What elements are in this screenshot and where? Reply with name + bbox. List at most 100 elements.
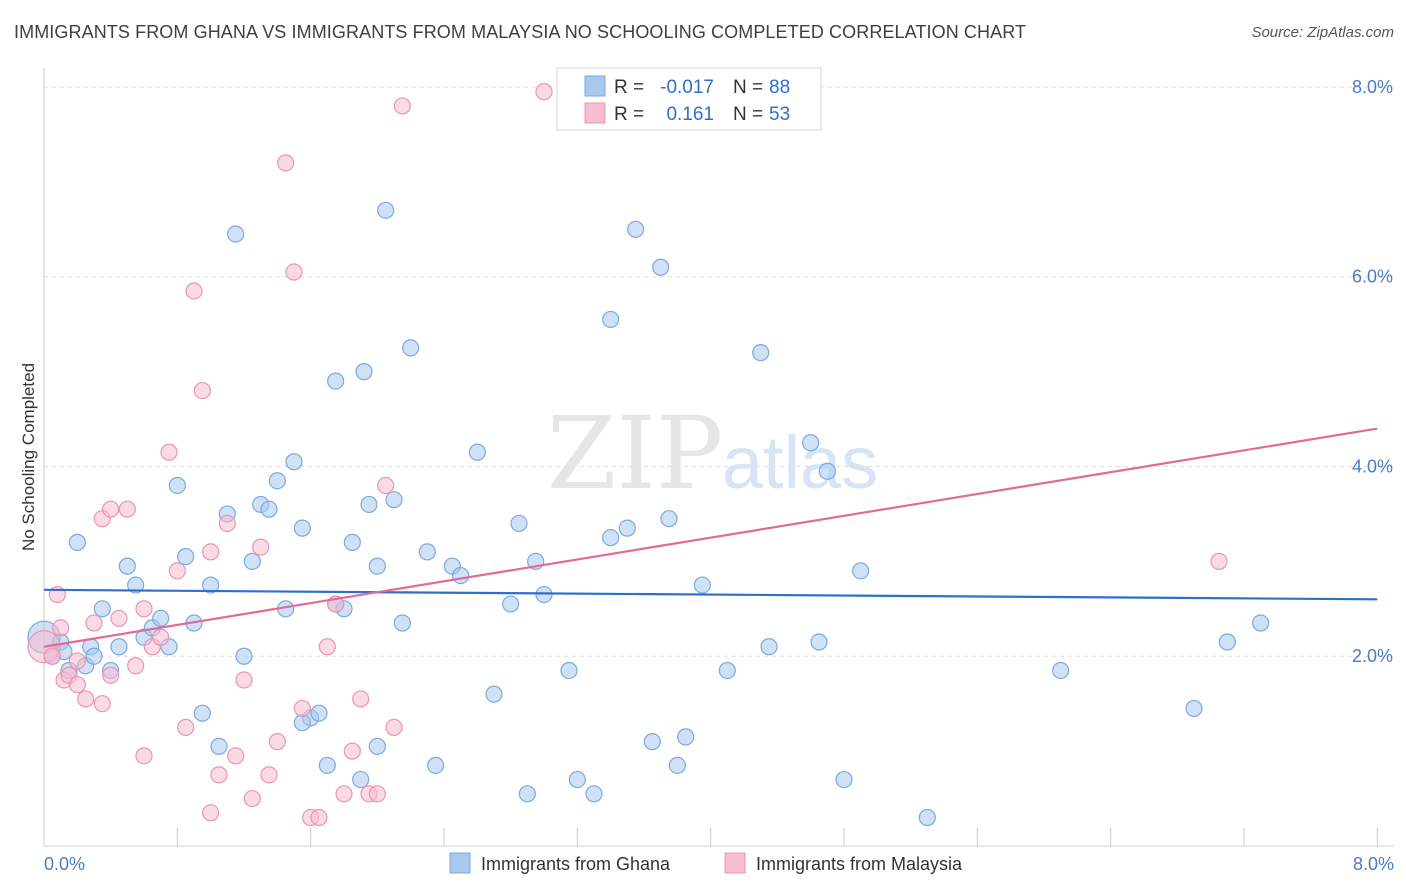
y-tick-label: 4.0%	[1352, 456, 1393, 476]
gridlines	[44, 86, 1394, 657]
malaysia-point	[52, 619, 70, 637]
series-legend: Immigrants from Ghana Immigrants from Ma…	[449, 852, 963, 874]
malaysia-point	[152, 628, 170, 646]
ghana-point	[602, 529, 620, 547]
ghana-point	[318, 756, 336, 774]
malaysia-point	[210, 766, 228, 784]
malaysia-point	[368, 785, 386, 803]
legend-ghana-swatch	[449, 852, 471, 874]
ghana-point	[693, 576, 711, 594]
ghana-point	[718, 661, 736, 680]
ghana-point	[585, 785, 603, 803]
malaysia-point	[243, 789, 261, 808]
ghana-point	[285, 453, 303, 471]
stats-legend-malaysia-r-label: R =	[614, 104, 644, 125]
malaysia-point	[68, 652, 86, 670]
malaysia-point	[127, 657, 145, 675]
malaysia-point	[85, 614, 103, 632]
ghana-point	[652, 258, 670, 276]
malaysia-point	[535, 83, 553, 101]
malaysia-point	[393, 97, 411, 115]
ghana-point	[293, 714, 311, 732]
ghana-point	[168, 476, 186, 495]
ghana-point	[93, 600, 111, 618]
legend-malaysia-swatch	[724, 852, 746, 874]
ghana-point	[668, 756, 686, 774]
ghana-point	[352, 770, 370, 789]
series-malaysia-points	[27, 83, 1228, 827]
ghana-point	[310, 704, 328, 722]
ghana-point	[227, 225, 245, 243]
stats-legend-malaysia-r-value: 0.161	[666, 104, 714, 125]
chart-title: IMMIGRANTS FROM GHANA VS IMMIGRANTS FROM…	[14, 22, 1027, 42]
ghana-point	[1252, 614, 1270, 632]
ghana-point	[602, 310, 620, 329]
ghana-point	[502, 595, 520, 613]
ghana-point	[618, 519, 636, 537]
stats-legend-ghana-n-value: 88	[769, 77, 790, 98]
legend-ghana-label: Immigrants from Ghana	[481, 854, 671, 874]
ghana-point	[327, 372, 345, 390]
ghana-point	[355, 363, 373, 381]
ghana-point	[235, 647, 253, 665]
malaysia-point	[285, 263, 303, 281]
y-tick-label: 6.0%	[1352, 267, 1393, 287]
malaysia-point	[102, 500, 120, 518]
ghana-point	[68, 533, 86, 551]
ghana-point	[368, 557, 386, 575]
stats-legend: R = -0.017 N = 88 R = 0.161 N = 53	[556, 67, 822, 131]
ghana-point	[802, 434, 820, 452]
malaysia-point	[260, 766, 278, 784]
x-ticks	[43, 828, 1378, 846]
y-axis-label: No Schooling Completed	[19, 363, 38, 551]
malaysia-point	[177, 718, 195, 737]
ghana-point	[193, 704, 211, 722]
ghana-point	[1185, 699, 1203, 718]
trend-line-ghana	[43, 588, 1378, 601]
malaysia-point	[227, 747, 245, 765]
source-label: Source: ZipAtlas.com	[1251, 24, 1394, 41]
malaysia-point	[93, 695, 111, 713]
ghana-point	[393, 614, 411, 632]
malaysia-point	[268, 733, 286, 751]
ghana-point	[568, 770, 586, 789]
stats-legend-ghana-r-value: -0.017	[660, 77, 714, 98]
trend-lines	[43, 427, 1378, 648]
ghana-point	[243, 552, 261, 570]
ghana-point	[760, 638, 778, 656]
ghana-point	[660, 510, 678, 528]
malaysia-point	[43, 647, 61, 665]
ghana-point	[385, 491, 403, 509]
ghana-point	[118, 557, 136, 575]
malaysia-point	[102, 666, 120, 684]
x-tick-label: 0.0%	[44, 854, 85, 874]
ghana-point	[468, 443, 486, 461]
watermark-atlas: atlas	[722, 421, 878, 504]
ghana-point	[127, 576, 145, 594]
malaysia-point	[135, 747, 153, 765]
malaysia-point	[1210, 552, 1228, 570]
trend-line-malaysia	[43, 427, 1378, 648]
stats-legend-malaysia-n-label: N =	[733, 104, 763, 125]
malaysia-point	[310, 808, 328, 827]
ghana-point	[452, 566, 470, 585]
ghana-point	[1218, 633, 1236, 651]
stats-legend-malaysia-swatch	[584, 102, 606, 124]
ghana-point	[518, 785, 536, 803]
malaysia-point	[335, 785, 353, 803]
ghana-point	[560, 661, 578, 680]
malaysia-point	[277, 154, 295, 172]
ghana-point	[210, 737, 228, 755]
y-tick-label: 8.0%	[1352, 77, 1393, 97]
ghana-point	[85, 647, 103, 665]
watermark-zip: ZIP	[547, 395, 723, 512]
stats-legend-ghana-n-label: N =	[733, 77, 763, 98]
malaysia-point	[110, 609, 128, 627]
malaysia-point	[235, 671, 253, 689]
ghana-point	[810, 633, 828, 651]
malaysia-point	[168, 562, 186, 580]
ghana-point	[835, 770, 853, 789]
stats-legend-malaysia-n-value: 53	[769, 104, 790, 125]
ghana-point	[510, 514, 528, 533]
